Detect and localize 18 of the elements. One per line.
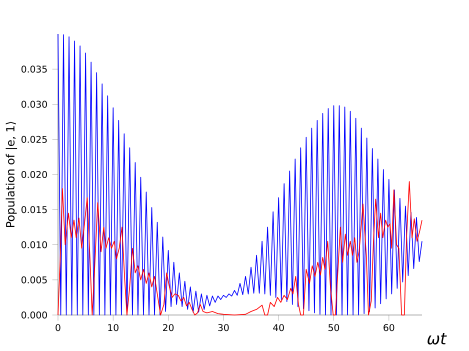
y-tick-label: 0.035 bbox=[21, 66, 47, 73]
y-tick-label: 0.015 bbox=[21, 206, 47, 214]
x-tick-label: 20 bbox=[163, 324, 174, 332]
y-tick-label: 0.030 bbox=[21, 100, 47, 108]
x-axis-title: ωt bbox=[428, 333, 447, 345]
y-tick-label: 0.010 bbox=[21, 241, 47, 248]
x-tick-label: 50 bbox=[328, 324, 340, 332]
x-tick-label: 30 bbox=[218, 324, 229, 332]
x-tick-label: 0 bbox=[56, 324, 60, 332]
y-tick-label: 0.000 bbox=[21, 311, 47, 319]
x-tick-label: 60 bbox=[384, 324, 394, 332]
y-tick-label: 0.020 bbox=[21, 170, 47, 178]
y-tick-label: 0.025 bbox=[21, 136, 47, 143]
line-series bbox=[58, 34, 422, 316]
x-tick-label: 40 bbox=[273, 324, 284, 332]
y-tick-label: 0.005 bbox=[21, 276, 47, 284]
y-axis-title: Population of |e, 1⟩ bbox=[6, 122, 18, 228]
x-tick-label: 10 bbox=[108, 324, 118, 332]
